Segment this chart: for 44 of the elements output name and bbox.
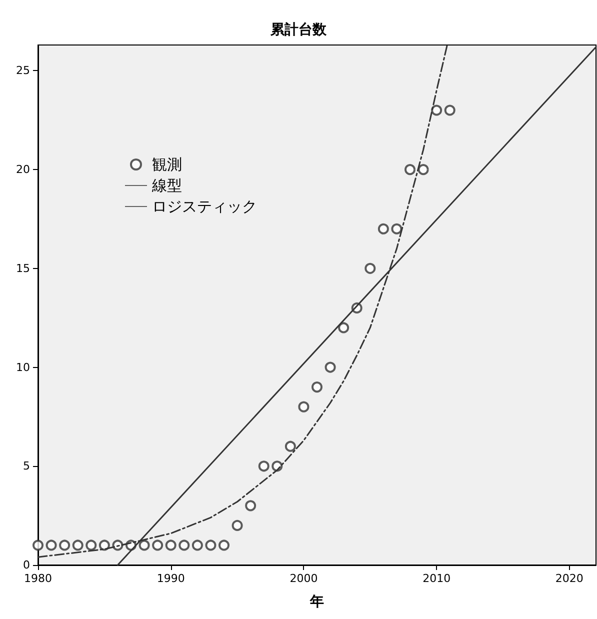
y-tick-label: 5 — [23, 460, 30, 473]
point — [98, 540, 110, 551]
x-tick-label: 1990 — [156, 572, 185, 585]
x-tick-label: 2010 — [422, 572, 451, 585]
chart-title: 累計台数 — [270, 22, 328, 38]
point — [178, 540, 190, 551]
point — [205, 540, 216, 551]
point — [324, 362, 336, 373]
point — [165, 540, 176, 551]
point — [72, 540, 84, 551]
point — [152, 540, 164, 551]
point — [86, 540, 97, 551]
point — [138, 540, 150, 551]
point — [192, 540, 203, 551]
y-tick-label: 20 — [16, 163, 30, 176]
point — [284, 440, 296, 452]
point — [338, 322, 350, 334]
point — [258, 460, 270, 472]
x-tick-label: 2020 — [555, 572, 584, 585]
y-tick-label: 15 — [16, 262, 30, 275]
point — [364, 262, 376, 274]
point — [431, 104, 442, 116]
legend-label: ロジスティック — [152, 198, 257, 216]
point — [59, 540, 70, 551]
point — [444, 104, 456, 116]
legend-label: 線型 — [151, 176, 182, 194]
point — [404, 164, 416, 176]
y-tick-label: 25 — [16, 64, 30, 78]
point — [218, 540, 230, 551]
point — [232, 520, 243, 531]
point — [46, 540, 57, 551]
x-tick-label: 2000 — [290, 572, 318, 585]
y-tick-label: 0 — [23, 558, 30, 572]
point — [418, 164, 429, 176]
y-tick-label: 10 — [16, 360, 30, 374]
point — [378, 223, 389, 234]
point — [32, 540, 44, 551]
x-tick-label: 1980 — [24, 572, 52, 585]
point — [312, 382, 322, 393]
point — [245, 500, 256, 512]
point — [391, 223, 402, 234]
x-axis-title: 年 — [309, 594, 324, 610]
legend-label: 観測 — [152, 156, 182, 174]
point — [298, 401, 310, 412]
